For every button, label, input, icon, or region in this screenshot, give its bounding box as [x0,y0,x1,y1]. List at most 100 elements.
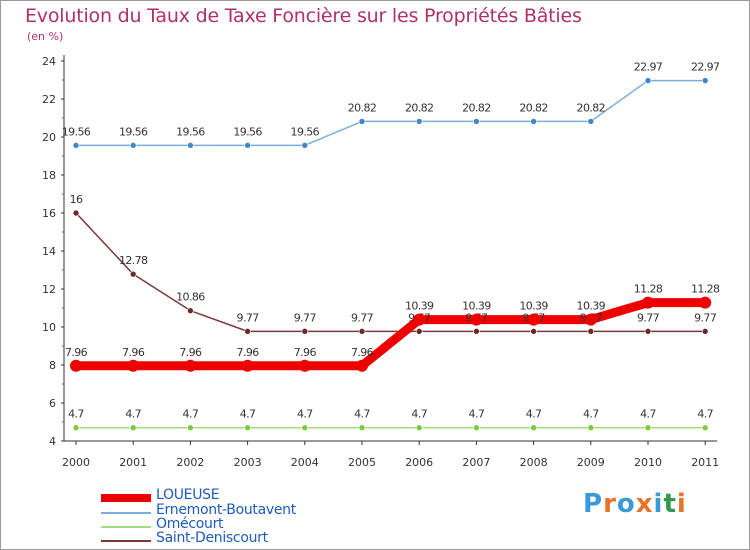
y-tick-label: 4 [49,435,56,448]
data-point [530,424,537,432]
data-point [530,328,537,335]
data-label: 20.82 [462,101,491,114]
x-tick-label: 2001 [119,456,147,469]
data-point [473,424,480,432]
legend-label-saint-deniscourt: Saint-Deniscourt [156,530,268,546]
data-point [241,359,254,372]
logo-letter: r [603,489,617,519]
data-point [644,77,652,84]
data-label: 19.56 [176,125,205,138]
logo-letter: o [616,489,636,519]
series-line-ernemont-boutavent [75,79,706,147]
y-tick-label: 12 [42,283,56,296]
logo-letter: x [635,489,654,519]
logo-letter: i [653,489,664,519]
data-point [244,424,251,432]
y-tick-label: 10 [42,321,56,334]
data-label: 16 [70,193,83,206]
data-point [699,296,712,309]
data-label: 7.96 [179,346,202,359]
x-tick-label: 2002 [176,456,204,469]
legend-label-loueuse: LOUEUSE [156,487,220,503]
data-point [473,328,480,335]
data-point [642,296,654,309]
x-tick-label: 2003 [234,456,262,469]
data-point [129,270,137,278]
y-tick-label: 6 [49,397,56,410]
data-point [530,118,537,125]
data-label: 7.96 [122,346,145,359]
x-tick-label: 2011 [691,456,719,469]
data-label: 4.7 [183,408,199,421]
data-label: 19.56 [119,125,148,138]
data-label: 7.96 [65,346,88,359]
data-point [301,424,309,432]
data-point [72,209,80,217]
data-label: 7.96 [237,346,260,359]
data-label: 4.7 [125,408,141,421]
y-tick-label: 20 [42,131,56,144]
data-label: 9.77 [637,311,660,324]
data-point [644,328,652,335]
data-label: 12.78 [119,254,148,267]
data-point [129,142,137,149]
data-point [356,359,368,372]
legend-label-omecourt: Omécourt [156,516,224,532]
y-tick-label: 16 [42,207,56,220]
data-point [701,424,709,432]
data-label: 4.7 [297,408,313,421]
unit-label: (en %) [27,30,64,43]
data-label: 9.77 [351,311,374,324]
data-point [301,142,309,149]
data-point [415,424,423,432]
data-point [415,118,423,125]
data-point [127,359,140,372]
data-label: 7.96 [294,346,317,359]
data-point [184,359,197,372]
data-label: 20.82 [348,101,377,114]
data-label: 10.39 [462,300,491,313]
series-line-loueuse [71,298,710,371]
data-label: 11.28 [634,283,663,296]
data-point [244,142,251,149]
data-label: 10.86 [176,291,205,304]
x-tick-label: 2009 [577,456,605,469]
proxiti-logo: Proxiti [583,489,687,519]
data-label: 4.7 [640,408,656,421]
data-label: 10.39 [577,300,606,313]
data-point [72,424,80,432]
data-point [584,313,597,326]
data-label: 9.77 [294,311,317,324]
data-label: 22.97 [691,61,720,74]
data-label: 4.7 [240,408,256,421]
legend-label-ernemont-boutavent: Ernemont-Boutavent [156,502,296,518]
legend-swatch-omecourt [101,526,151,528]
data-point [587,328,595,335]
data-point [70,359,82,372]
data-point [473,118,480,125]
logo-letter: P [583,489,604,519]
data-point [701,77,709,84]
data-point [244,328,251,335]
data-label: 19.56 [291,125,320,138]
x-tick-label: 2007 [462,456,490,469]
data-label: 4.7 [583,408,599,421]
data-point [301,328,309,335]
data-point [358,424,366,432]
data-point [527,313,540,326]
legend-swatch-loueuse [101,494,151,502]
data-point [644,424,652,432]
data-label: 9.77 [237,311,260,324]
data-label: 19.56 [233,125,262,138]
data-label: 7.96 [351,346,374,359]
data-point [358,118,366,125]
data-point [358,328,366,335]
x-tick-label: 2000 [62,456,90,469]
data-label: 10.39 [405,300,434,313]
x-tick-label: 2008 [520,456,548,469]
data-label: 10.39 [519,300,548,313]
series-line-saint-deniscourt [75,212,706,333]
data-point [298,359,311,372]
data-point [470,313,483,326]
data-point [587,118,595,125]
